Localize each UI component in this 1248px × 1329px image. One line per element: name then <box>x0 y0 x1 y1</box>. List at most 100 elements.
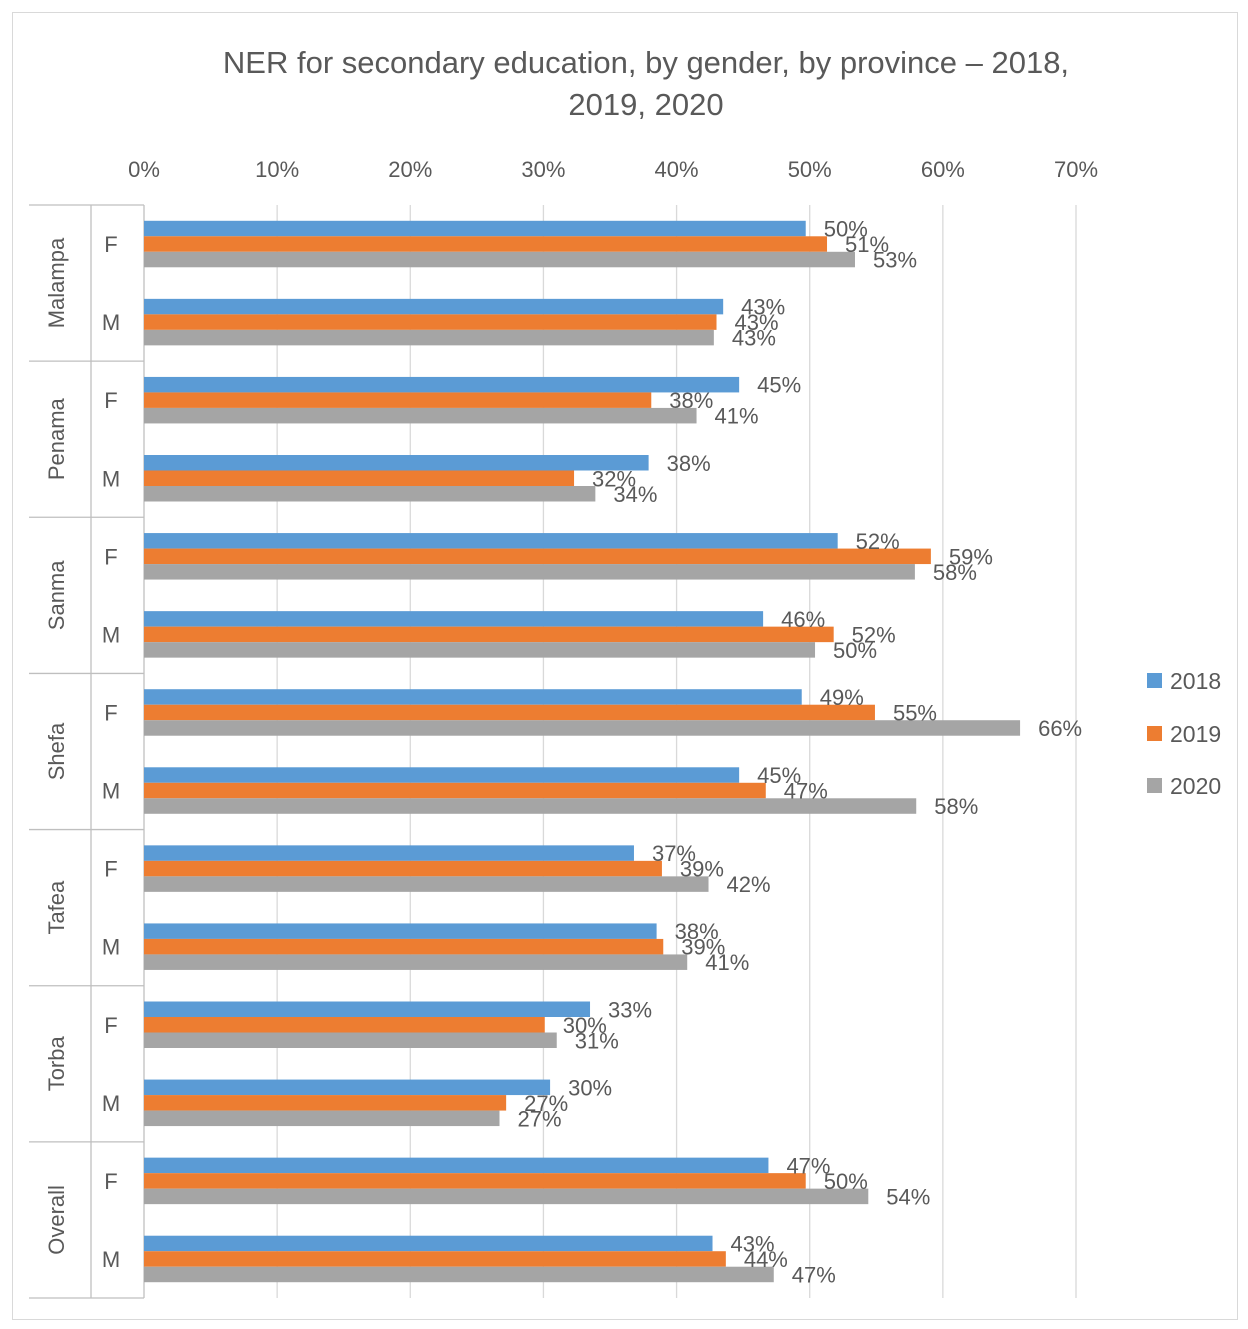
subcategory-label: F <box>104 700 117 725</box>
data-label: 53% <box>873 248 917 273</box>
group-label-shefa: Shefa <box>44 722 69 780</box>
x-tick-label: 10% <box>255 157 299 182</box>
bar-2019-overall-f <box>144 1173 806 1189</box>
subcategory-label: M <box>102 779 120 804</box>
data-label: 27% <box>517 1106 561 1131</box>
subcategory-label: F <box>104 1013 117 1038</box>
data-label: 55% <box>893 700 937 725</box>
bar-2020-tafea-f <box>144 876 709 892</box>
data-label: 43% <box>741 295 785 320</box>
bar-2018-overall-f <box>144 1157 769 1174</box>
bar-2020-shefa-f <box>144 720 1021 736</box>
data-label: 37% <box>652 841 696 866</box>
bar-2020-malampa-m <box>144 329 714 346</box>
bar-2020-overall-f <box>144 1188 869 1205</box>
data-label: 58% <box>933 560 977 585</box>
subcategory-label: F <box>104 388 117 413</box>
chart-frame: NER for secondary education, by gender, … <box>12 12 1238 1320</box>
data-label: 59% <box>949 544 993 569</box>
data-label: 43% <box>732 326 776 351</box>
data-label: 31% <box>575 1028 619 1053</box>
data-label: 66% <box>1038 716 1082 741</box>
x-tick-label: 70% <box>1054 157 1098 182</box>
bar-2020-penama-f <box>144 407 697 424</box>
data-label: 44% <box>744 1247 788 1272</box>
group-label-penama: Penama <box>44 397 69 480</box>
bar-2018-malampa-m <box>144 298 724 315</box>
bar-2020-penama-m <box>144 486 596 502</box>
x-tick-label: 40% <box>655 157 699 182</box>
data-label: 30% <box>563 1013 607 1038</box>
x-tick-label: 50% <box>788 157 832 182</box>
bar-2020-shefa-m <box>144 798 917 814</box>
data-label: 45% <box>757 763 801 788</box>
data-label: 54% <box>886 1184 930 1209</box>
bar-2019-malampa-m <box>144 314 717 330</box>
data-label: 33% <box>608 997 652 1022</box>
data-label: 38% <box>675 919 719 944</box>
legend-label-2018: 2018 <box>1170 668 1221 694</box>
subcategory-label: F <box>104 1169 117 1194</box>
data-label: 39% <box>680 857 724 882</box>
bar-2019-malampa-f <box>144 236 828 252</box>
data-label: 30% <box>568 1075 612 1100</box>
bar-2018-sanma-f <box>144 533 838 549</box>
data-label: 46% <box>781 607 825 632</box>
subcategory-label: M <box>102 622 120 647</box>
bar-2020-malampa-f <box>144 251 855 268</box>
data-label: 58% <box>934 794 978 819</box>
data-label: 27% <box>524 1091 568 1116</box>
bar-2019-torba-f <box>144 1017 545 1033</box>
data-label: 52% <box>856 529 900 554</box>
chart-title-line: 2019, 2020 <box>568 87 723 122</box>
bar-2018-torba-f <box>144 1001 591 1017</box>
subcategory-label: F <box>104 857 117 882</box>
bar-2018-tafea-m <box>144 923 657 939</box>
bar-2020-overall-m <box>144 1266 774 1283</box>
legend-swatch-2019 <box>1147 726 1162 741</box>
subcategory-label: F <box>104 232 117 257</box>
bar-2019-penama-f <box>144 392 652 408</box>
bar-2018-tafea-f <box>144 845 634 861</box>
bar-2019-tafea-f <box>144 860 662 877</box>
subcategory-label: M <box>102 466 120 491</box>
legend-label-2020: 2020 <box>1170 773 1221 799</box>
bar-2018-shefa-m <box>144 767 740 783</box>
bar-2019-tafea-m <box>144 938 664 955</box>
group-label-overall: Overall <box>44 1185 69 1255</box>
data-label: 45% <box>757 373 801 398</box>
group-label-sanma: Sanma <box>44 560 69 630</box>
legend-swatch-2018 <box>1147 673 1162 688</box>
data-label: 34% <box>613 482 657 507</box>
x-tick-label: 30% <box>521 157 565 182</box>
subcategory-label: M <box>102 1247 120 1272</box>
data-label: 42% <box>727 872 771 897</box>
group-label-malampa: Malampa <box>44 237 69 328</box>
data-label: 50% <box>833 638 877 663</box>
data-label: 38% <box>669 388 713 413</box>
bar-2019-penama-m <box>144 470 575 486</box>
bar-2020-sanma-f <box>144 564 915 580</box>
data-label: 47% <box>784 779 828 804</box>
bar-2019-sanma-f <box>144 548 931 565</box>
subcategory-label: M <box>102 935 120 960</box>
bar-2018-penama-m <box>144 455 649 471</box>
group-label-tafea: Tafea <box>44 880 69 935</box>
bar-2020-torba-f <box>144 1032 557 1048</box>
data-label: 43% <box>735 310 779 335</box>
data-label: 43% <box>731 1231 775 1256</box>
data-label: 52% <box>852 622 896 647</box>
bar-2019-shefa-f <box>144 704 875 721</box>
bar-2018-sanma-m <box>144 611 764 627</box>
subcategory-label: M <box>102 310 120 335</box>
data-label: 38% <box>667 451 711 476</box>
legend-swatch-2020 <box>1147 778 1162 793</box>
bar-2018-overall-m <box>144 1235 713 1252</box>
data-label: 51% <box>845 232 889 257</box>
data-label: 41% <box>705 950 749 975</box>
data-label: 32% <box>592 466 636 491</box>
bar-2019-sanma-m <box>144 626 834 643</box>
subcategory-label: F <box>104 544 117 569</box>
data-label: 47% <box>786 1153 830 1178</box>
bar-2019-torba-m <box>144 1095 507 1111</box>
